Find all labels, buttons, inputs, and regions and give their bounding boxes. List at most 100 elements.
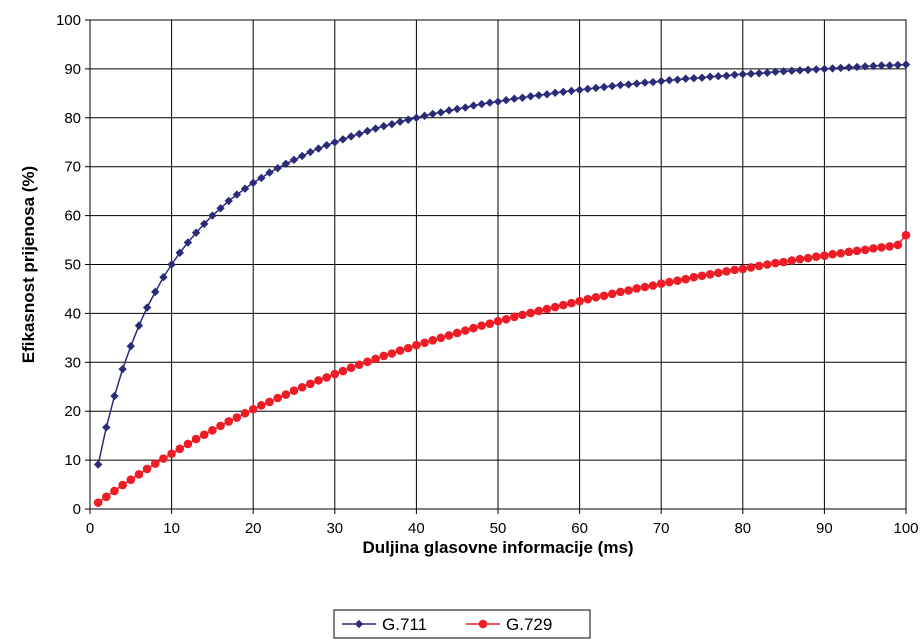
data-point [754, 261, 764, 271]
x-tick-label: 80 [734, 520, 751, 537]
x-tick-label: 90 [816, 520, 833, 537]
data-point [722, 71, 731, 80]
data-point [265, 397, 274, 407]
data-point [852, 246, 862, 256]
data-point [134, 469, 144, 479]
data-point [183, 238, 193, 247]
x-tick-label: 100 [893, 520, 918, 537]
data-point [689, 73, 699, 83]
data-point [379, 121, 388, 131]
data-point [673, 276, 682, 285]
data-point [110, 391, 119, 401]
data-point [550, 302, 560, 312]
data-point [697, 73, 707, 82]
data-point [428, 335, 438, 345]
data-point [689, 272, 699, 282]
data-point [648, 77, 658, 87]
data-point [273, 163, 282, 173]
data-point [216, 204, 225, 213]
data-point [151, 287, 160, 297]
data-point [249, 178, 258, 188]
x-tick-label: 30 [326, 520, 343, 537]
data-point [363, 357, 372, 367]
x-tick-label: 0 [86, 520, 94, 537]
data-point [469, 101, 478, 110]
data-point [771, 258, 780, 268]
x-tick-label: 40 [408, 520, 425, 537]
data-point [526, 308, 535, 318]
data-point [861, 62, 870, 71]
data-point [844, 247, 854, 257]
data-point [428, 109, 437, 119]
data-point [714, 268, 723, 278]
data-point [281, 159, 291, 168]
legend: G.711 G.729 [333, 609, 591, 639]
data-point [183, 439, 193, 449]
data-point [836, 63, 845, 73]
data-point [893, 60, 903, 70]
data-point [869, 244, 878, 253]
data-point [812, 65, 821, 74]
data-point [240, 408, 250, 418]
data-point [828, 249, 837, 259]
data-point [844, 63, 854, 72]
data-point [762, 260, 772, 269]
data-point [314, 376, 323, 385]
data-point [395, 346, 405, 355]
data-point [257, 401, 266, 410]
data-point [738, 70, 747, 79]
data-point [616, 287, 625, 297]
data-point [412, 340, 421, 350]
data-point [477, 99, 486, 109]
data-point [387, 349, 397, 358]
data-point [583, 294, 593, 304]
data-point [591, 292, 601, 302]
legend-marker [354, 619, 364, 629]
data-point [534, 91, 543, 100]
data-point [338, 135, 348, 144]
data-point [248, 404, 258, 414]
data-point [93, 460, 103, 469]
data-point [893, 240, 903, 250]
data-point [501, 95, 511, 105]
data-point [860, 245, 870, 255]
data-point [240, 184, 250, 193]
data-point [607, 289, 617, 299]
data-point [705, 72, 715, 81]
data-point [452, 328, 462, 338]
data-point [167, 260, 176, 269]
data-point [338, 366, 348, 376]
y-tick-label: 70 [64, 159, 81, 176]
data-point [436, 108, 446, 117]
data-point [93, 498, 103, 507]
data-point [265, 168, 274, 177]
legend-label: G.711 [382, 615, 427, 634]
y-tick-label: 60 [64, 208, 81, 225]
data-point [754, 69, 764, 78]
data-point [779, 67, 788, 76]
data-point [403, 343, 413, 353]
data-point [346, 363, 356, 372]
legend-label: G.729 [506, 615, 552, 634]
data-point [616, 80, 625, 90]
x-axis: 0 10 20 30 40 50 60 70 80 90 100 [86, 509, 919, 537]
y-axis-title: Efikasnost prijenosa (%) [19, 166, 38, 363]
series-g-729 [93, 230, 911, 507]
data-point [444, 331, 454, 340]
data-point [828, 64, 837, 73]
data-point [126, 475, 136, 484]
data-point [591, 83, 601, 93]
data-point [232, 190, 242, 199]
data-point [175, 444, 185, 454]
data-point [191, 228, 201, 237]
data-point [526, 92, 535, 101]
data-point [200, 219, 209, 229]
data-point [175, 248, 184, 257]
data-point [877, 243, 886, 252]
data-point [567, 86, 576, 96]
data-point [102, 423, 111, 432]
data-point [453, 104, 462, 114]
data-point [657, 76, 666, 86]
data-point [738, 264, 748, 274]
